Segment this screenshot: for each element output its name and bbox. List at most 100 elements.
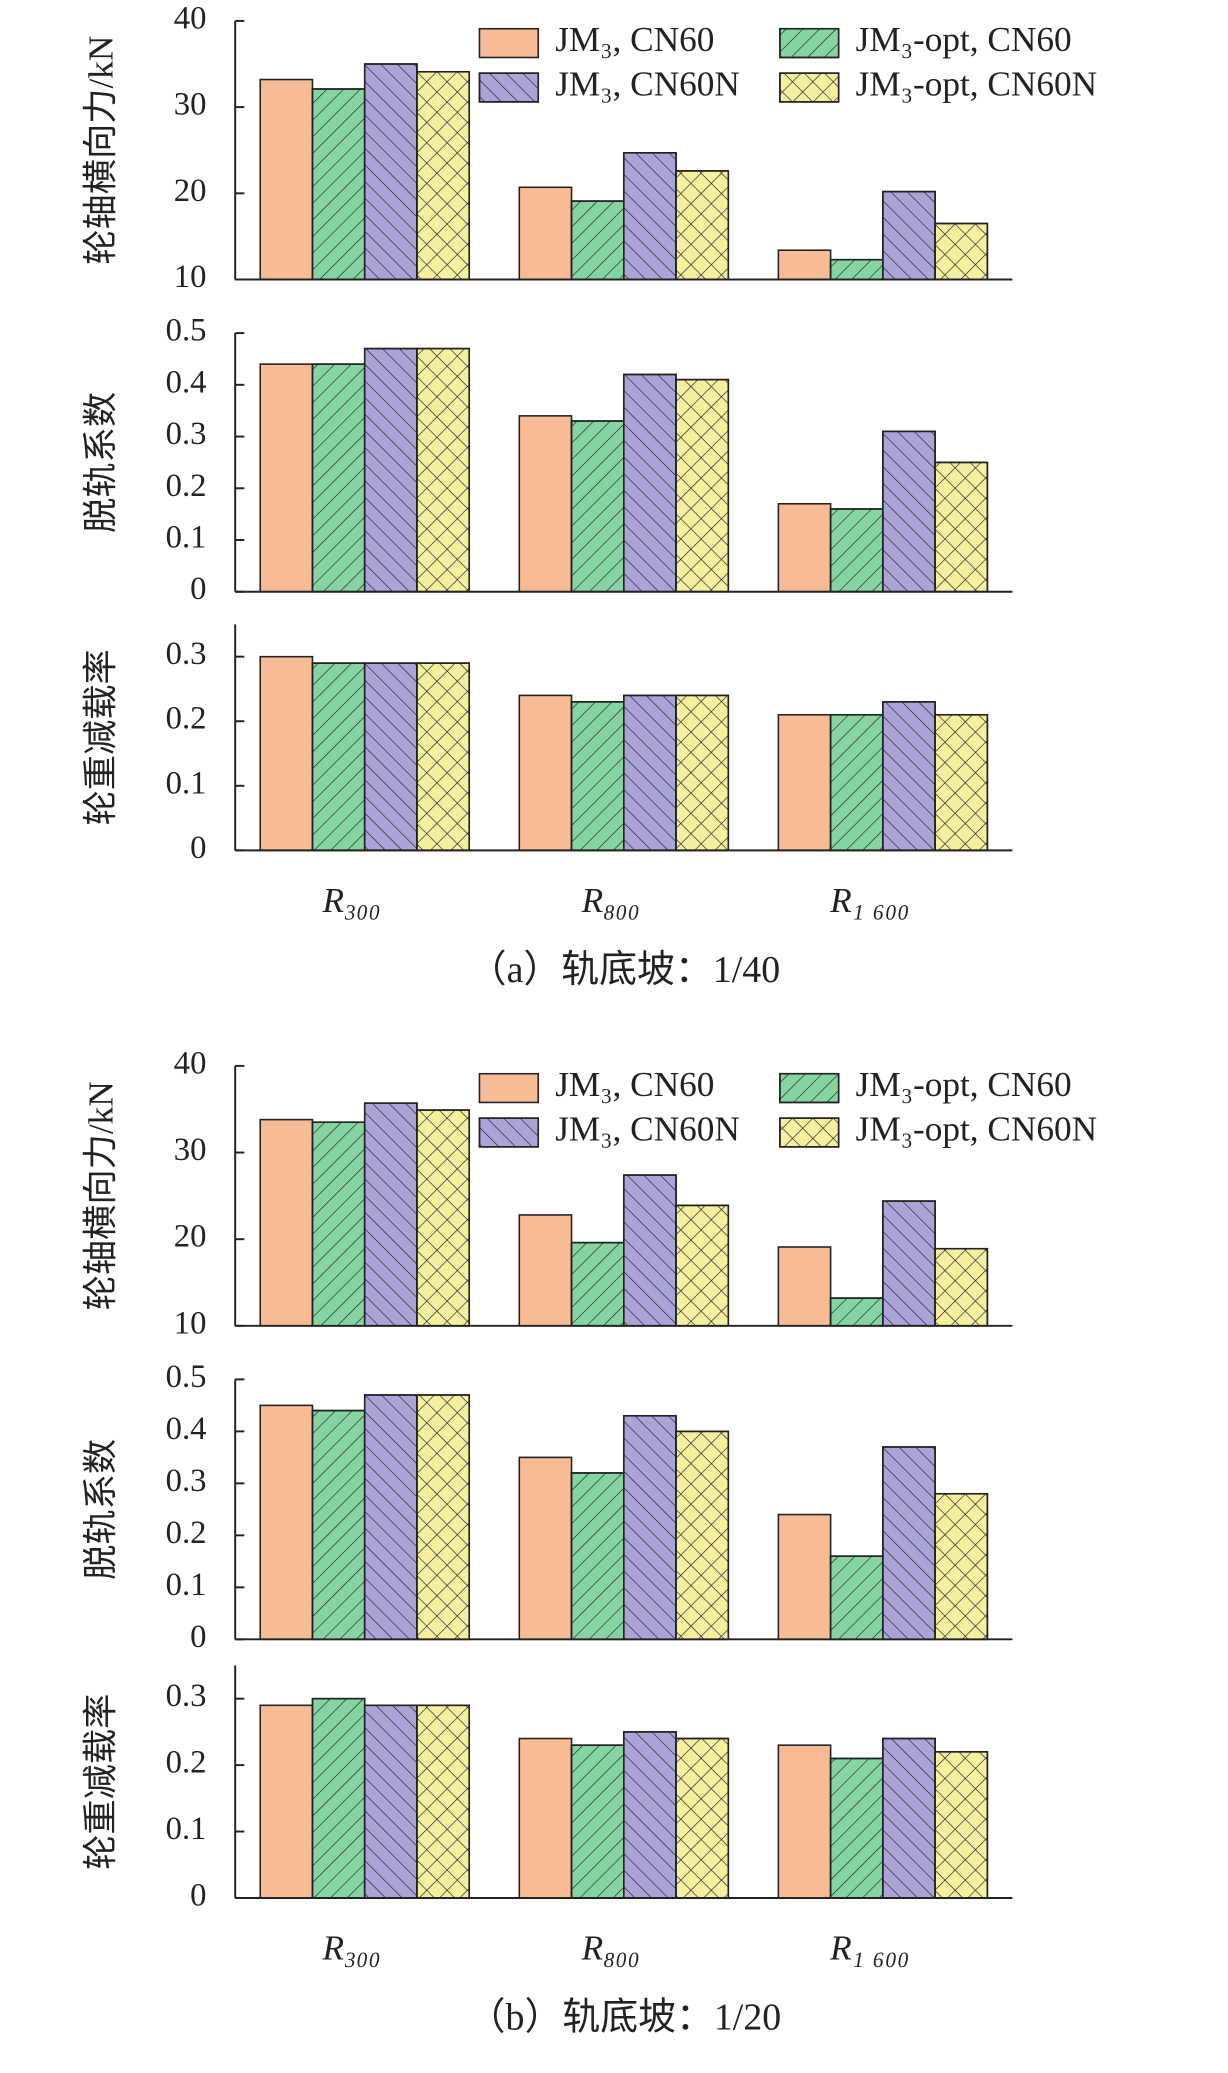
bar-hatch (416, 1394, 471, 1641)
legend-swatch-hatch (478, 1117, 540, 1148)
y-axis-label: 脱轨系数 (82, 392, 121, 533)
bar-hatch (570, 200, 625, 281)
legend-label: JM₃, CN60 (555, 20, 714, 59)
bar-hatch (675, 170, 730, 281)
bar-hatch (829, 258, 884, 281)
y-tick-label: 10 (174, 259, 207, 295)
bar-hatch (311, 1121, 366, 1327)
y-tick-label: 40 (174, 1045, 207, 1081)
bar-hatch (363, 63, 418, 281)
bar-hatch (882, 1200, 936, 1327)
bar-hatch (623, 694, 677, 852)
y-tick-label: 0.1 (166, 519, 207, 555)
y-tick-label: 0.3 (166, 416, 207, 452)
y-tick-label: 0.1 (166, 1567, 207, 1603)
y-tick-label: 0 (190, 830, 206, 866)
y-tick-label: 0.3 (166, 636, 207, 672)
bar-hatch (570, 1472, 625, 1641)
caption: （b）轨底坡：1/20 (468, 1996, 782, 2038)
bar-hatch (363, 1394, 418, 1641)
bar (259, 655, 314, 852)
legend-label: JM₃-opt, CN60N (856, 65, 1097, 104)
bar (259, 1704, 314, 1899)
legend-swatch-hatch (779, 72, 840, 103)
y-tick-label: 20 (174, 1219, 207, 1255)
bar (518, 415, 573, 593)
bar-hatch (311, 1697, 366, 1899)
y-axis-label: 轮轴横向力/kN (82, 36, 121, 265)
bar-hatch (882, 1737, 936, 1899)
y-tick-label: 0.1 (166, 765, 207, 801)
bar-hatch (623, 1414, 677, 1641)
bar-hatch (829, 1297, 884, 1327)
bar-hatch (416, 1109, 471, 1327)
legend-swatch-hatch (779, 1072, 840, 1104)
bar-hatch (416, 347, 471, 593)
x-tick-label: R₈₀₀ (581, 881, 640, 920)
y-tick-label: 0.3 (166, 1678, 207, 1714)
bar-hatch (416, 70, 471, 281)
legend-label: JM₃, CN60 (555, 1065, 714, 1104)
bar-hatch (934, 1247, 989, 1327)
bar (518, 1214, 573, 1327)
bar-hatch (829, 713, 884, 852)
legend-label: JM₃, CN60N (555, 1110, 740, 1149)
bar (777, 503, 832, 593)
y-tick-label: 0.5 (166, 1359, 207, 1395)
bar (259, 1404, 314, 1641)
bar-hatch (934, 222, 989, 281)
bar (777, 713, 832, 852)
bar-hatch (675, 1737, 730, 1899)
y-axis-label: 脱轨系数 (82, 1439, 121, 1580)
bar-hatch (311, 363, 366, 593)
y-axis-label: 轮重减载率 (82, 649, 121, 825)
bar-hatch (311, 1409, 366, 1641)
bar (777, 1513, 832, 1641)
legend-swatch (478, 1072, 540, 1104)
y-tick-label: 0 (190, 571, 206, 607)
bar (777, 249, 832, 281)
bar (259, 78, 314, 281)
bar (518, 694, 573, 852)
bar-hatch (675, 694, 730, 852)
y-tick-label: 0.1 (166, 1811, 207, 1847)
bar-hatch (623, 1731, 677, 1899)
bar-hatch (363, 347, 418, 593)
bar-hatch (675, 378, 730, 593)
y-tick-label: 0 (190, 1877, 206, 1913)
bar-hatch (416, 662, 471, 852)
legend-swatch (478, 27, 540, 59)
y-tick-label: 10 (174, 1305, 207, 1341)
bar-hatch (623, 152, 677, 281)
bar-hatch (934, 713, 989, 852)
bar-hatch (882, 430, 936, 593)
legend-label: JM₃-opt, CN60N (856, 1110, 1097, 1149)
bar-hatch (882, 190, 936, 281)
x-tick-label: R₁ ₆₀₀ (829, 881, 909, 920)
legend-label: JM₃-opt, CN60 (856, 20, 1072, 59)
bar-hatch (311, 662, 366, 852)
legend-label: JM₃-opt, CN60 (856, 1065, 1072, 1104)
bar-hatch (363, 1102, 418, 1327)
bar-hatch (882, 1446, 936, 1641)
legend-swatch-hatch (478, 72, 540, 103)
x-tick-label: R₈₀₀ (581, 1929, 640, 1968)
legend-swatch-hatch (779, 27, 840, 59)
bar (777, 1246, 832, 1327)
bar-hatch (882, 701, 936, 852)
bar-hatch (934, 1492, 989, 1641)
y-tick-label: 30 (174, 87, 207, 123)
bar-hatch (623, 373, 677, 593)
caption: （a）轨底坡：1/40 (469, 949, 780, 991)
bar-hatch (623, 1174, 677, 1327)
y-tick-label: 0.2 (166, 1745, 207, 1781)
y-tick-label: 0 (190, 1619, 206, 1655)
bar (259, 363, 314, 593)
y-tick-label: 0.5 (166, 313, 207, 349)
bar (259, 1118, 314, 1327)
bar-hatch (311, 88, 366, 281)
y-axis-label: 轮重减载率 (82, 1694, 121, 1870)
y-axis-label: 轮轴横向力/kN (82, 1081, 121, 1310)
bar-hatch (416, 1704, 471, 1899)
